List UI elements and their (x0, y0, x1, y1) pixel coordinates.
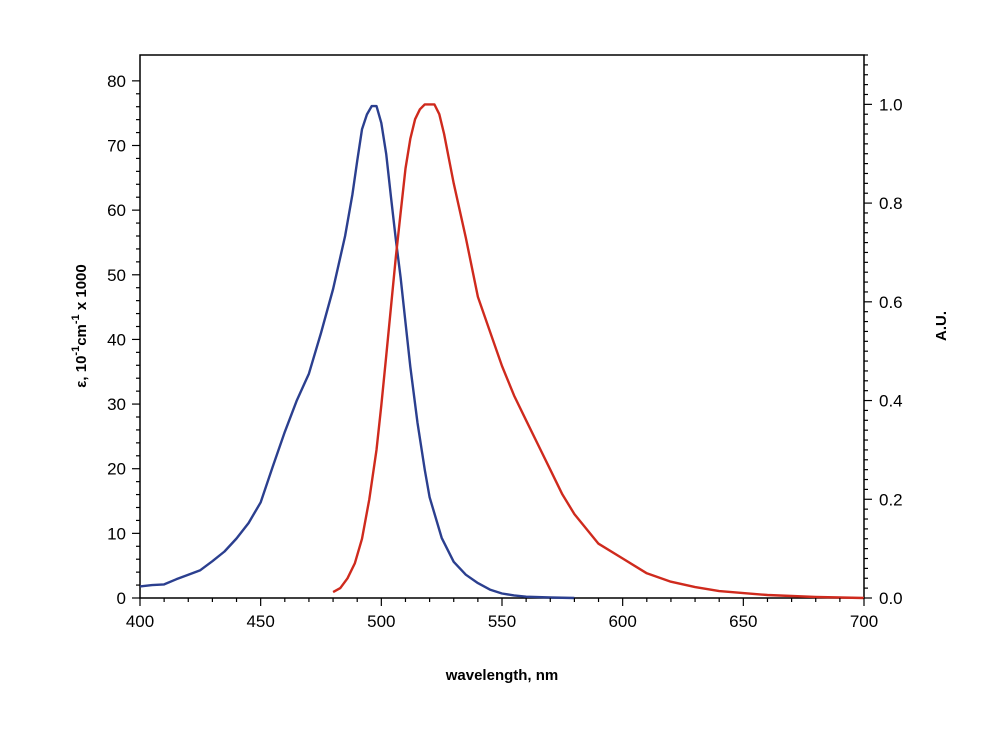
plot-frame (139, 54, 865, 599)
y-right-tick-label: 0.8 (879, 194, 903, 213)
y-left-tick-label: 0 (117, 589, 126, 608)
emission-series-line (332, 103, 865, 600)
right-axis-title: A.U. (933, 311, 950, 341)
y-right-tick-label: 0.0 (879, 589, 903, 608)
absorbance-series-line (139, 104, 575, 600)
x-tick-label: 550 (488, 612, 516, 631)
y-left-tick-label: 80 (107, 72, 126, 91)
y-right-tick-label: 0.6 (879, 293, 903, 312)
x-tick-label: 500 (367, 612, 395, 631)
ticks-layer: 400 450 500 550 600 650 700 0 10 20 30 40 50 60 70 80 0.… (107, 54, 903, 631)
left-axis-title: ε, 10-1cm-1 x 1000 (70, 264, 90, 387)
y-left-tick-label: 30 (107, 395, 126, 414)
y-left-tick-label: 60 (107, 201, 126, 220)
y-left-tick-label: 50 (107, 266, 126, 285)
x-tick-label: 400 (126, 612, 154, 631)
x-tick-label: 600 (608, 612, 636, 631)
y-left-tick-label: 70 (107, 137, 126, 156)
x-tick-label: 700 (850, 612, 878, 631)
y-right-tick-label: 0.4 (879, 392, 903, 411)
y-right-tick-label: 1.0 (879, 95, 903, 114)
series-layer (139, 103, 865, 600)
y-right-tick-label: 0.2 (879, 490, 903, 509)
x-tick-label: 450 (246, 612, 274, 631)
x-axis-title: wavelength, nm (445, 667, 559, 684)
y-left-tick-label: 20 (107, 460, 126, 479)
x-tick-label: 650 (729, 612, 757, 631)
y-left-tick-label: 40 (107, 330, 126, 349)
y-left-tick-label: 10 (107, 524, 126, 543)
